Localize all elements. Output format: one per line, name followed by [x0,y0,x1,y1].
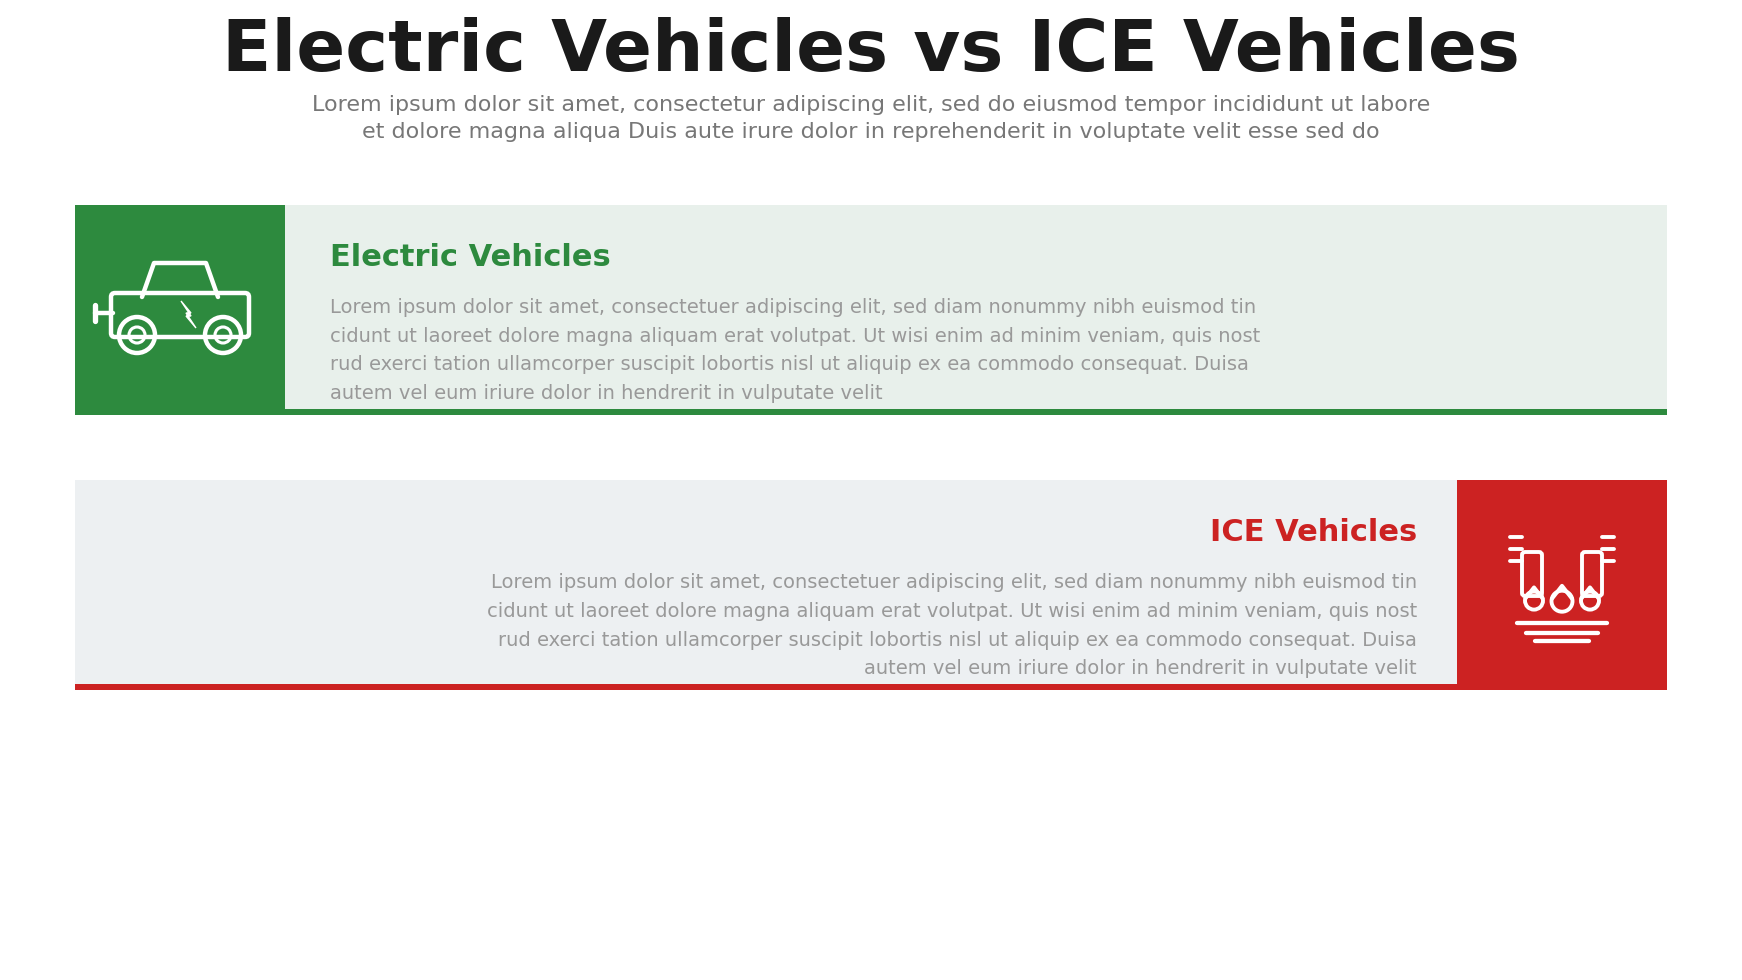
Text: et dolore magna aliqua Duis aute irure dolor in reprehenderit in voluptate velit: et dolore magna aliqua Duis aute irure d… [362,122,1380,142]
Text: ICE Vehicles: ICE Vehicles [1209,518,1416,547]
Text: Lorem ipsum dolor sit amet, consectetuer adipiscing elit, sed diam nonummy nibh : Lorem ipsum dolor sit amet, consectetuer… [329,298,1259,403]
Polygon shape [181,301,197,328]
Text: Electric Vehicles: Electric Vehicles [329,243,611,272]
FancyBboxPatch shape [1456,480,1667,690]
FancyBboxPatch shape [75,205,286,415]
FancyBboxPatch shape [75,684,1667,690]
Text: Lorem ipsum dolor sit amet, consectetur adipiscing elit, sed do eiusmod tempor i: Lorem ipsum dolor sit amet, consectetur … [312,95,1430,115]
Text: Electric Vehicles vs ICE Vehicles: Electric Vehicles vs ICE Vehicles [221,18,1521,86]
FancyBboxPatch shape [75,205,1667,415]
Text: Lorem ipsum dolor sit amet, consectetuer adipiscing elit, sed diam nonummy nibh : Lorem ipsum dolor sit amet, consectetuer… [486,573,1416,678]
FancyBboxPatch shape [75,480,1667,690]
FancyBboxPatch shape [75,409,1667,415]
